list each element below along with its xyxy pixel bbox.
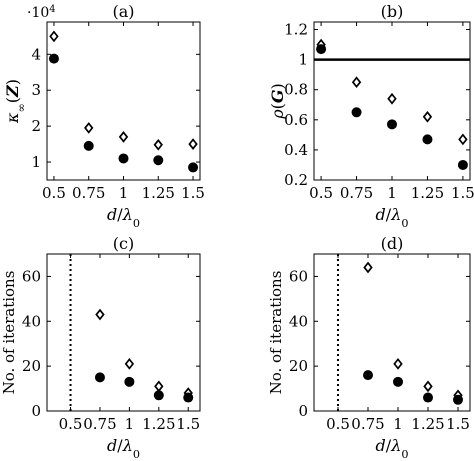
x-tick-label: 0.75 bbox=[72, 184, 105, 202]
y-tick-label: 4 bbox=[31, 45, 41, 63]
x-tick-label: 0.5 bbox=[59, 415, 83, 433]
y-axis-label: No. of iterations bbox=[267, 271, 285, 395]
data-point-circle bbox=[118, 153, 129, 164]
data-point-diamond bbox=[84, 122, 94, 134]
y-tick-label: 0.8 bbox=[284, 81, 308, 99]
x-tick-label: 1.5 bbox=[181, 184, 205, 202]
y-tick-label: 40 bbox=[22, 312, 41, 330]
plot-frame bbox=[46, 253, 201, 412]
x-tick-label: 0.75 bbox=[351, 415, 384, 433]
x-tick-label: 1 bbox=[119, 184, 129, 202]
data-point-circle bbox=[153, 390, 164, 401]
data-point-circle bbox=[351, 107, 362, 118]
chart-title: (a) bbox=[112, 2, 134, 21]
x-tick-label: 0.5 bbox=[42, 184, 66, 202]
y-axis-label: ρ(G) bbox=[268, 83, 287, 120]
y-tick-label: 0.4 bbox=[284, 141, 308, 159]
y-axis-label: κ∞(Z) bbox=[3, 79, 28, 124]
chart-title: (c) bbox=[113, 234, 134, 253]
data-point-diamond bbox=[351, 76, 362, 89]
y-tick-label: 2 bbox=[31, 117, 41, 135]
data-point-circle bbox=[393, 376, 403, 387]
x-tick-label: 1.5 bbox=[446, 415, 470, 433]
data-point-circle bbox=[48, 53, 59, 64]
chart-panel-1: (a) 0.5 0.75 1 1.25 1.5 1 2 3 4 d/λ0 κ∞(Z) ·104 bbox=[3, 2, 205, 230]
data-point-circle bbox=[94, 372, 105, 383]
y-axis-multiplier: ·104 bbox=[27, 4, 56, 22]
y-tick-label: 40 bbox=[289, 312, 308, 330]
y-tick-label: 0.6 bbox=[284, 111, 308, 129]
x-axis-label: d/λ0 bbox=[107, 436, 140, 461]
data-point-diamond bbox=[154, 380, 164, 393]
x-axis-label: d/λ0 bbox=[376, 436, 409, 461]
data-point-diamond bbox=[422, 110, 433, 123]
y-axis-label: No. of iterations bbox=[0, 271, 18, 395]
y-tick-label: 0 bbox=[298, 402, 308, 420]
y-tick-label: 60 bbox=[289, 267, 308, 285]
y-tick-label: 0.2 bbox=[284, 171, 308, 189]
data-point-circle bbox=[124, 376, 135, 387]
data-point-diamond bbox=[458, 133, 468, 146]
data-point-circle bbox=[188, 162, 199, 173]
data-point-circle bbox=[316, 44, 327, 55]
data-point-circle bbox=[457, 159, 468, 170]
y-tick-label: 1.2 bbox=[284, 21, 308, 39]
x-tick-label: 1.25 bbox=[411, 415, 444, 433]
data-point-diamond bbox=[153, 138, 163, 151]
y-tick-label: 1 bbox=[31, 153, 41, 171]
data-point-diamond bbox=[188, 138, 198, 150]
data-point-diamond bbox=[124, 358, 135, 370]
data-point-diamond bbox=[387, 92, 397, 105]
chart-title: (d) bbox=[381, 234, 404, 253]
data-point-circle bbox=[183, 392, 194, 403]
y-tick-label: 20 bbox=[22, 357, 41, 375]
x-tick-label: 1 bbox=[125, 415, 135, 433]
data-point-diamond bbox=[118, 131, 129, 143]
data-point-diamond bbox=[49, 30, 59, 43]
plot-frame bbox=[313, 253, 471, 412]
x-tick-label: 0.5 bbox=[309, 184, 333, 202]
y-tick-label: 3 bbox=[31, 81, 41, 99]
x-tick-label: 0.5 bbox=[326, 415, 350, 433]
x-tick-label: 1 bbox=[393, 415, 403, 433]
data-point-circle bbox=[83, 140, 94, 151]
data-point-diamond bbox=[393, 358, 403, 370]
chart-panel-2: (b) 0.5 0.75 1 1.25 1.5 0.2 0.4 0.6 0.8 1 1.2 d/λ0 ρ(… bbox=[268, 2, 474, 230]
x-tick-label: 1 bbox=[387, 184, 397, 202]
x-tick-label: 0.75 bbox=[83, 415, 116, 433]
x-axis-label: d/λ0 bbox=[376, 205, 409, 230]
data-point-diamond bbox=[95, 308, 105, 321]
x-axis-label: d/λ0 bbox=[107, 205, 140, 230]
x-tick-label: 1.25 bbox=[142, 415, 175, 433]
x-tick-label: 1.25 bbox=[142, 184, 175, 202]
data-point-circle bbox=[153, 155, 164, 166]
data-point-circle bbox=[453, 394, 463, 405]
x-tick-label: 1.25 bbox=[411, 184, 444, 202]
y-tick-label: 20 bbox=[289, 357, 308, 375]
chart-title: (b) bbox=[381, 2, 404, 21]
data-point-circle bbox=[387, 119, 397, 130]
data-point-diamond bbox=[363, 261, 373, 274]
data-point-circle bbox=[423, 392, 433, 403]
x-tick-label: 0.75 bbox=[340, 184, 373, 202]
y-tick-label: 60 bbox=[22, 267, 41, 285]
chart-panel-4: (d) 0.5 0.75 1 1.25 1.5 0 20 40 60 d/λ0 No. of iter… bbox=[267, 234, 471, 461]
y-tick-label: 1 bbox=[298, 51, 308, 69]
x-tick-label: 1.5 bbox=[451, 184, 474, 202]
y-tick-label: 0 bbox=[31, 402, 41, 420]
chart-panel-3: (c) 0.5 0.75 1 1.25 1.5 0 20 40 60 d/λ0 No. of iter… bbox=[0, 234, 201, 461]
x-tick-label: 1.5 bbox=[176, 415, 200, 433]
data-point-circle bbox=[422, 134, 433, 145]
data-point-diamond bbox=[423, 380, 433, 393]
data-point-circle bbox=[363, 370, 373, 381]
